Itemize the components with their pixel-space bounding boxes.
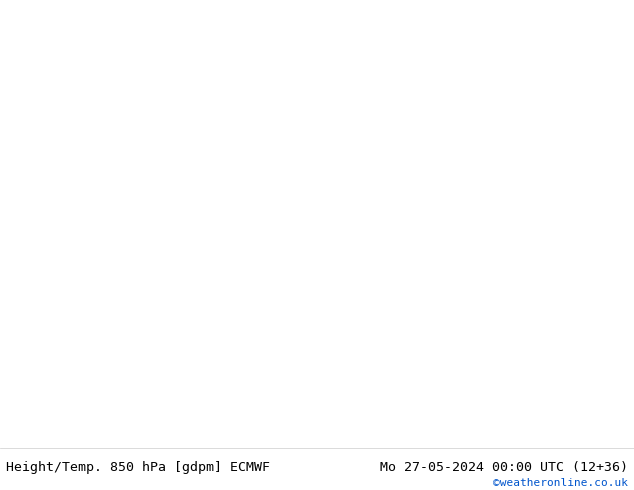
- Text: Mo 27-05-2024 00:00 UTC (12+36): Mo 27-05-2024 00:00 UTC (12+36): [380, 461, 628, 474]
- Text: Height/Temp. 850 hPa [gdpm] ECMWF: Height/Temp. 850 hPa [gdpm] ECMWF: [6, 461, 270, 474]
- Text: ©weatheronline.co.uk: ©weatheronline.co.uk: [493, 478, 628, 488]
